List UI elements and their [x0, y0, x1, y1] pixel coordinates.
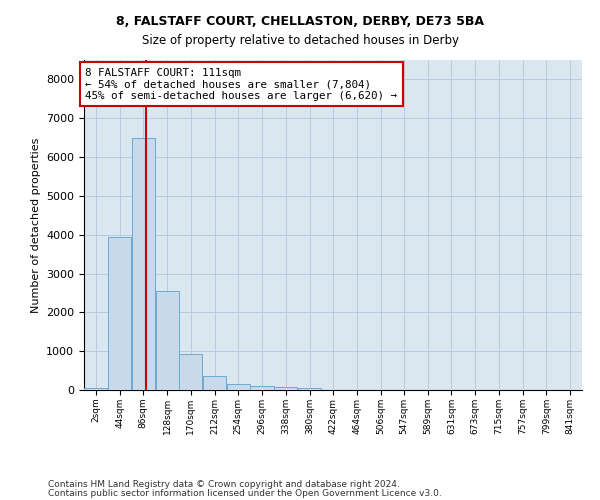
Text: 8 FALSTAFF COURT: 111sqm
← 54% of detached houses are smaller (7,804)
45% of sem: 8 FALSTAFF COURT: 111sqm ← 54% of detach… — [85, 68, 397, 101]
Text: 8, FALSTAFF COURT, CHELLASTON, DERBY, DE73 5BA: 8, FALSTAFF COURT, CHELLASTON, DERBY, DE… — [116, 15, 484, 28]
Bar — [132, 138, 155, 390]
Bar — [250, 386, 274, 390]
Text: Contains public sector information licensed under the Open Government Licence v3: Contains public sector information licen… — [48, 489, 442, 498]
Bar — [203, 376, 226, 390]
Bar — [179, 354, 202, 390]
Y-axis label: Number of detached properties: Number of detached properties — [31, 138, 41, 312]
Bar — [84, 388, 107, 390]
Text: Size of property relative to detached houses in Derby: Size of property relative to detached ho… — [142, 34, 458, 47]
Bar — [274, 387, 298, 390]
Bar — [298, 388, 321, 390]
Text: Contains HM Land Registry data © Crown copyright and database right 2024.: Contains HM Land Registry data © Crown c… — [48, 480, 400, 489]
Bar — [227, 384, 250, 390]
Bar — [155, 291, 179, 390]
Bar — [108, 236, 131, 390]
